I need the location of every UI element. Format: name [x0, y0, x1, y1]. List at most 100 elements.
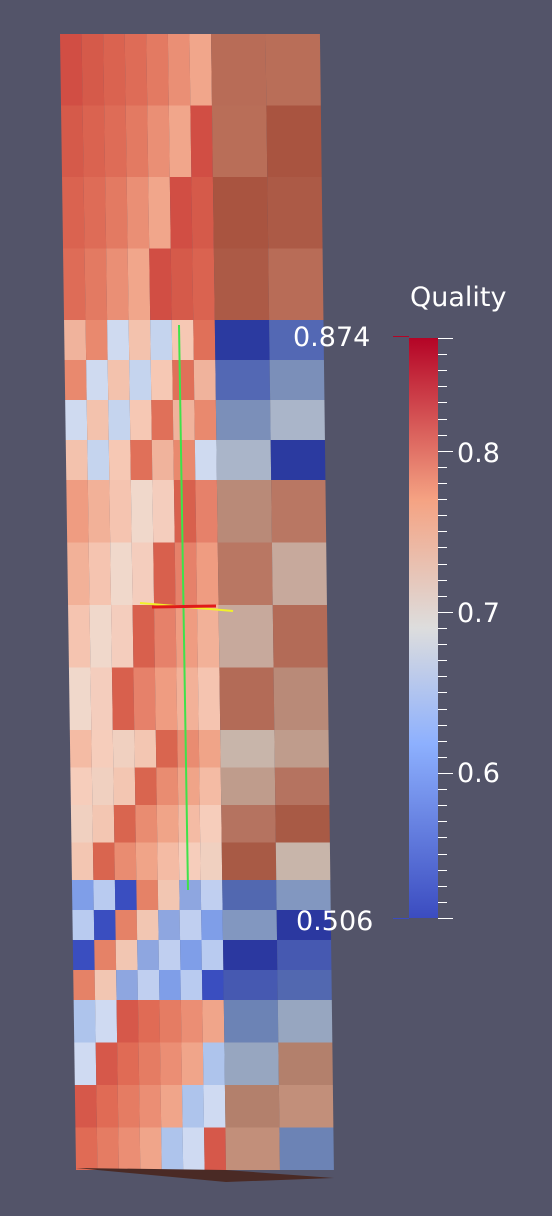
colorbar-minor-tick	[438, 467, 447, 468]
mesh-face	[178, 805, 201, 843]
mesh-face	[201, 910, 223, 940]
colorbar-min-leader	[393, 918, 409, 919]
mesh-face	[190, 105, 213, 177]
mesh-face	[167, 34, 191, 106]
mesh-side-face	[268, 248, 324, 320]
colorbar-minor-tick	[438, 644, 447, 645]
mesh-side-face	[271, 542, 327, 605]
mesh-face	[128, 320, 151, 360]
colorbar-minor-tick	[438, 580, 447, 581]
mesh-face	[110, 542, 133, 605]
mesh-face	[150, 320, 173, 360]
mesh-side-face	[266, 105, 322, 177]
mesh-face	[70, 767, 93, 805]
mesh-face	[65, 440, 88, 480]
mesh-face	[74, 1085, 97, 1128]
mesh-face	[197, 605, 220, 668]
mesh-side-face	[265, 34, 321, 106]
mesh-face	[181, 1042, 204, 1085]
mesh-face	[129, 360, 152, 400]
mesh-face	[96, 1085, 119, 1128]
mesh-face	[160, 1085, 183, 1128]
mesh-face	[126, 177, 150, 249]
mesh-face	[182, 1085, 205, 1128]
mesh-face	[115, 910, 138, 940]
mesh-face	[117, 1085, 140, 1128]
mesh-face	[91, 730, 114, 768]
mesh-side-face	[270, 440, 326, 480]
mesh-face	[189, 34, 212, 106]
mesh-side-face	[275, 805, 330, 843]
mesh-face	[75, 1127, 98, 1170]
colorbar-major-tick	[438, 338, 453, 339]
mesh-face	[179, 910, 202, 940]
mesh-face	[180, 940, 202, 970]
mesh-face	[179, 880, 202, 910]
mesh-face	[116, 1000, 139, 1043]
mesh-bottom-edge	[76, 1168, 334, 1182]
mesh-face	[115, 940, 138, 970]
mesh-face	[111, 667, 135, 730]
mesh-face	[199, 767, 222, 805]
mesh-side-face	[217, 542, 273, 605]
line-probe-widget-icon[interactable]	[139, 324, 234, 891]
mesh-side-face	[220, 767, 276, 805]
mesh-face	[195, 480, 218, 543]
mesh-side-face	[269, 360, 325, 400]
mesh-face	[68, 667, 92, 730]
mesh-face	[157, 880, 180, 910]
mesh-face	[157, 842, 180, 880]
mesh-face	[112, 730, 135, 768]
mesh-face	[66, 480, 89, 543]
colorbar-major-tick	[438, 773, 453, 774]
mesh-face	[202, 1042, 225, 1085]
colorbar-minor-tick	[438, 870, 447, 871]
mesh-side-face	[269, 320, 324, 360]
colorbar-minor-tick	[438, 854, 447, 855]
mesh-face	[136, 910, 159, 940]
mesh-face	[86, 400, 109, 440]
mesh-face	[139, 1127, 162, 1170]
mesh-face	[156, 767, 179, 805]
mesh-face	[69, 730, 92, 768]
mesh-face	[175, 605, 198, 668]
mesh-side-face	[225, 1127, 280, 1170]
mesh-side-face	[222, 880, 277, 910]
mesh-face	[130, 480, 154, 543]
mesh-face	[94, 940, 117, 970]
mesh-side-face	[223, 1000, 279, 1043]
mesh-face	[204, 1127, 227, 1170]
mesh-side-face	[211, 105, 268, 177]
mesh-face	[95, 1042, 118, 1085]
colorbar-title: Quality	[410, 282, 507, 313]
mesh-face	[116, 970, 138, 1000]
colorbar-minor-tick	[438, 499, 447, 500]
mesh-face	[151, 400, 174, 440]
mesh-face	[174, 542, 198, 605]
mesh-face	[88, 542, 112, 605]
mesh-face	[108, 440, 131, 480]
colorbar-minor-tick	[438, 805, 447, 806]
probe-line-horizontal-red	[151, 604, 217, 609]
mesh-side-face	[275, 842, 331, 880]
mesh-face	[104, 105, 127, 177]
colorbar-minor-tick	[438, 821, 447, 822]
mesh-face	[137, 940, 160, 970]
mesh-face	[113, 767, 136, 805]
mesh-face	[64, 360, 87, 400]
colorbar-minor-tick	[438, 564, 447, 565]
mesh-face	[63, 248, 86, 320]
mesh-side-face	[220, 730, 275, 768]
mesh-face	[84, 248, 108, 320]
mesh-side-face	[276, 910, 332, 940]
mesh-face	[103, 34, 126, 106]
mesh-face	[161, 1127, 184, 1170]
mesh-face	[107, 360, 130, 400]
mesh-face	[72, 910, 95, 940]
mesh-face	[153, 542, 176, 605]
mesh-face	[192, 248, 215, 320]
mesh-face	[105, 177, 128, 249]
mesh-face	[85, 320, 108, 360]
